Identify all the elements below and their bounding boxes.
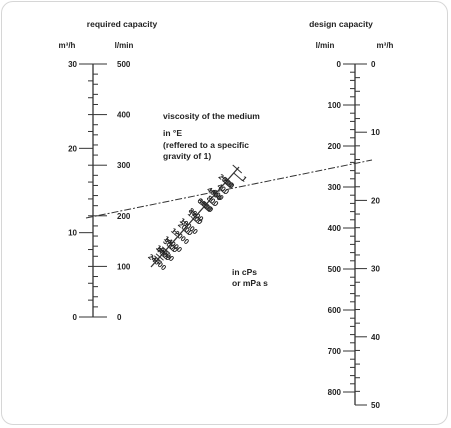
design-m3h-label: 50 [371, 401, 380, 410]
design-lmin-label: 100 [328, 101, 342, 110]
reading-line [85, 159, 373, 219]
design-lmin-label: 400 [328, 224, 342, 233]
viscosity-e-tick [203, 206, 210, 212]
viscosity-mpas-unit: or mPa s [232, 278, 268, 288]
viscosity-cps-tick [150, 256, 157, 262]
viscosity-cps-tick [166, 238, 173, 244]
design-lmin-label: 500 [328, 265, 342, 274]
design-lmin-label: 0 [337, 60, 342, 69]
required-lmin-label: 200 [117, 212, 131, 221]
design-m3h-label: 0 [371, 60, 376, 69]
viscosity-e-tick [168, 246, 175, 252]
design-m3h-label: 10 [371, 128, 380, 137]
viscosity-cps-unit: in cPs [232, 267, 257, 277]
required-m3h-label: 10 [68, 229, 77, 238]
viscosity-e-tick [224, 182, 231, 188]
viscosity-cps-tick [158, 247, 165, 253]
required-m3h-label: 0 [73, 313, 78, 322]
viscosity-e-tick [183, 229, 190, 235]
required-m3h-label: 20 [68, 144, 77, 153]
viscosity-tick-labels: 1200400600800100015002000300040002000400… [146, 172, 248, 272]
required-m3h-label: 30 [68, 60, 77, 69]
required-capacity-title: required capacity [87, 19, 158, 29]
design-lmin-unit: l/min [316, 41, 335, 50]
design-m3h-label: 20 [371, 196, 380, 205]
viscosity-title: viscosity of the medium [163, 111, 260, 121]
required-ticks [79, 63, 107, 318]
viscosity-note-2: gravity of 1) [163, 151, 211, 161]
viscosity-minor-tick [161, 246, 171, 254]
required-m3h-unit: m³/h [59, 41, 76, 50]
viscosity-e-tick [192, 218, 199, 224]
required-lmin-label: 100 [117, 262, 131, 271]
viscosity-e-tick [233, 172, 244, 182]
viscosity-cps-tick [191, 210, 198, 216]
required-lmin-label: 0 [117, 313, 122, 322]
required-lmin-label: 500 [117, 60, 131, 69]
required-lmin-label: 300 [117, 161, 131, 170]
viscosity-cps-tick [209, 189, 216, 195]
design-lmin-label: 700 [328, 347, 342, 356]
viscosity-minor-tick [155, 253, 164, 261]
viscosity-cps-tick [182, 220, 189, 226]
design-lmin-label: 600 [328, 306, 342, 315]
required-lmin-label: 400 [117, 111, 131, 120]
design-ticks [343, 63, 367, 406]
design-m3h-label: 30 [371, 265, 380, 274]
viscosity-ticks [150, 164, 244, 265]
design-capacity-title: design capacity [309, 19, 373, 29]
design-lmin-label: 300 [328, 183, 342, 192]
design-tick-labels: 0 100 200 300 400 500 600 700 800 0 10 20 30 40 50 [328, 60, 381, 410]
viscosity-minor-tick [153, 255, 163, 263]
viscosity-e-tick [219, 188, 226, 194]
viscosity-cps-tick [173, 230, 180, 236]
viscosity-unit-e: in °E [163, 128, 182, 138]
design-m3h-label: 40 [371, 333, 380, 342]
design-lmin-label: 200 [328, 142, 342, 151]
viscosity-note-1: (reffered to a specific [163, 140, 249, 150]
viscosity-e-tick [208, 200, 215, 206]
design-lmin-label: 800 [328, 388, 342, 397]
viscosity-e-tick [214, 194, 220, 200]
viscosity-e-label: 1 [240, 174, 249, 184]
required-lmin-unit: l/min [115, 41, 134, 50]
viscosity-cps-tick [199, 200, 206, 206]
design-m3h-unit: m³/h [377, 41, 394, 50]
viscosity-e-tick [161, 254, 168, 260]
viscosity-end-tick [232, 164, 243, 174]
viscosity-cps-tick [221, 176, 228, 182]
